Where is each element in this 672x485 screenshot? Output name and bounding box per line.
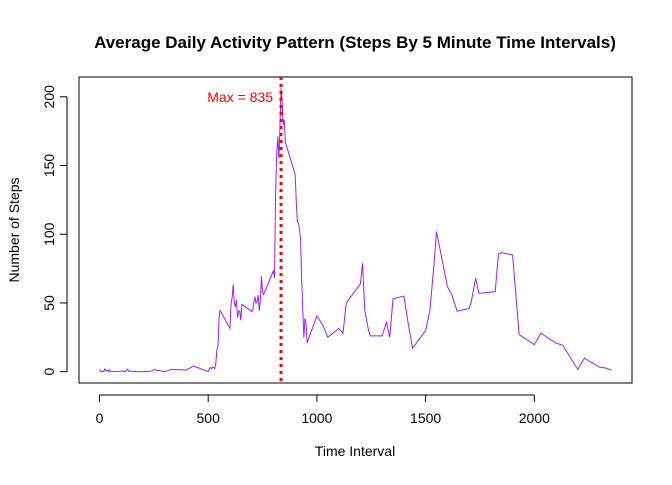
plot-box xyxy=(78,76,633,384)
x-tick-label: 1000 xyxy=(301,410,332,426)
y-tick-label: 100 xyxy=(41,222,57,246)
y-tick-label: 200 xyxy=(41,85,57,109)
y-tick-label: 150 xyxy=(41,154,57,178)
x-tick-label: 2000 xyxy=(519,410,550,426)
x-axis-label: Time Interval xyxy=(315,443,395,459)
x-tick-label: 1500 xyxy=(410,410,441,426)
data-line xyxy=(99,88,612,373)
x-tick-label: 500 xyxy=(197,410,221,426)
y-tick-label: 50 xyxy=(41,295,57,311)
chart-title: Average Daily Activity Pattern (Steps By… xyxy=(94,33,616,52)
y-tick-label: 0 xyxy=(41,368,57,376)
y-axis-label: Number of Steps xyxy=(6,177,22,282)
x-tick-label: 0 xyxy=(96,410,104,426)
max-annotation: Max = 835 xyxy=(207,89,273,105)
